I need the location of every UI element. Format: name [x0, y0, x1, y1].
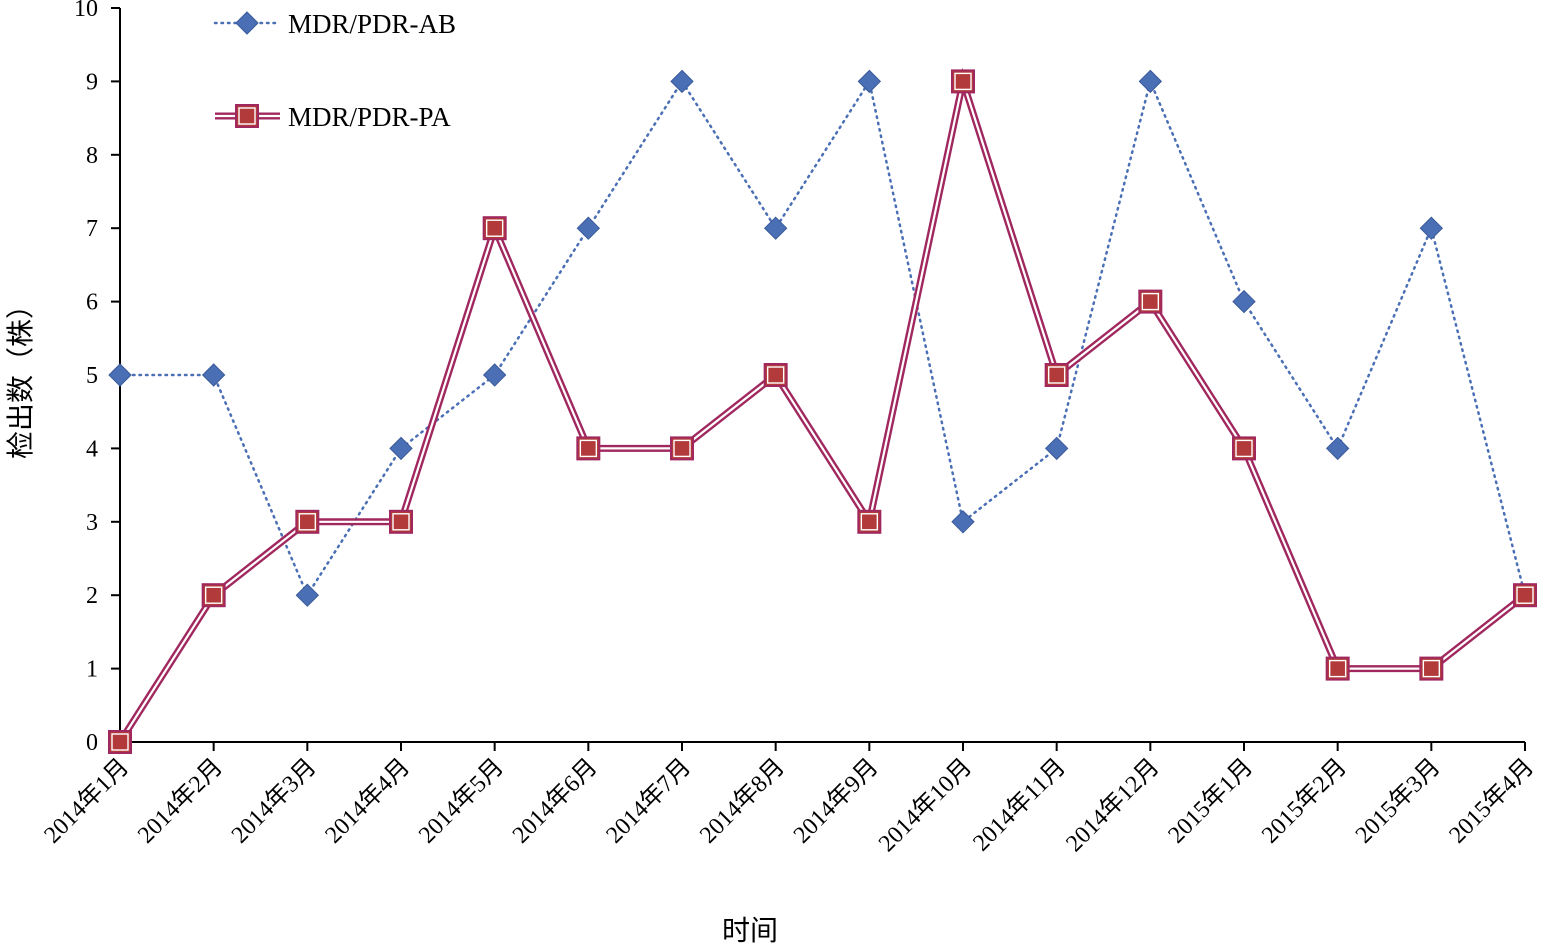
y-tick-label: 2 [86, 583, 98, 609]
data-point-square [1232, 436, 1256, 461]
data-point-square [576, 436, 601, 461]
y-axis-title: 检出数（株） [5, 291, 37, 459]
data-point-square-inner [954, 72, 972, 91]
x-tick-label: 2015年2月 [1256, 753, 1351, 848]
data-point-diamond [1419, 216, 1444, 240]
x-tick-label: 2014年3月 [226, 753, 321, 848]
x-tick-label: 2014年12月 [1061, 753, 1165, 857]
data-point-square-inner [766, 366, 785, 384]
x-tick-label: 2015年3月 [1350, 753, 1445, 848]
legend-label: MDR/PDR-PA [288, 102, 451, 132]
data-point-square-inner [111, 733, 129, 751]
x-tick-label: 2014年4月 [320, 753, 415, 848]
data-point-diamond [576, 216, 601, 240]
data-point-square-inner [298, 513, 317, 531]
x-tick-label: 2014年10月 [873, 753, 977, 857]
data-point-diamond [763, 216, 788, 240]
data-point-square [951, 69, 975, 94]
x-tick-label: 2015年1月 [1163, 753, 1258, 848]
data-point-square-inner [485, 219, 504, 237]
data-point-square [235, 104, 259, 128]
data-point-diamond [482, 363, 507, 387]
data-point-diamond [1138, 69, 1163, 94]
data-point-diamond [108, 363, 132, 387]
legend-item: MDR/PDR-AB [213, 9, 456, 39]
x-tick-label: 2014年7月 [601, 753, 696, 848]
data-point-square-inner [1047, 366, 1066, 384]
x-tick-label: 2015年4月 [1444, 753, 1539, 848]
data-point-square-inner [673, 439, 691, 458]
data-point-diamond [1325, 436, 1350, 461]
data-point-square [201, 583, 226, 608]
series-line-inner [119, 77, 1526, 743]
y-tick-label: 9 [86, 69, 98, 95]
legend-item: MDR/PDR-PA [215, 102, 451, 132]
legend-label: MDR/PDR-AB [288, 9, 456, 39]
data-point-square [857, 509, 882, 534]
y-tick-label: 7 [86, 216, 98, 242]
data-point-square-inner [1141, 292, 1160, 311]
data-point-square [1138, 289, 1163, 314]
data-point-square-inner [204, 586, 223, 604]
legend: MDR/PDR-AB MDR/PDR-PA [213, 9, 456, 132]
data-point-square [763, 363, 788, 387]
data-point-diamond [670, 69, 694, 94]
axes: 0 1 2 3 4 5 6 7 8 9 10 2014年1月2014年2月2014年3月2014年4月… [39, 0, 1539, 857]
data-point-square [295, 509, 320, 534]
x-tick-label: 2014年9月 [788, 753, 883, 848]
data-point-diamond [295, 583, 320, 607]
data-point-square-inner [579, 439, 598, 458]
x-tick-label: 2014年1月 [39, 753, 134, 848]
data-point-diamond [1232, 289, 1256, 314]
data-point-square-inner [238, 107, 256, 125]
data-point-diamond [857, 69, 882, 94]
x-tick-label: 2014年11月 [968, 753, 1071, 856]
x-axis-title: 时间 [722, 915, 778, 945]
series-layer [108, 67, 1537, 754]
data-point-square [1325, 656, 1350, 681]
x-tick-label: 2014年2月 [132, 753, 227, 848]
data-point-diamond [951, 510, 975, 534]
data-point-square [108, 730, 132, 754]
data-point-square [670, 436, 694, 461]
data-point-square-inner [392, 513, 410, 531]
y-tick-label: 10 [74, 0, 98, 22]
y-tick-label: 1 [86, 657, 98, 683]
data-point-square-inner [860, 513, 879, 531]
y-tick-label: 4 [86, 436, 98, 462]
series-mdr-pdr-pa [108, 67, 1537, 754]
data-point-diamond [1044, 436, 1069, 461]
data-point-square-inner [1235, 439, 1253, 458]
y-tick-label: 5 [86, 363, 98, 389]
data-point-square [389, 509, 413, 534]
data-point-square [1513, 583, 1537, 608]
data-point-diamond [235, 11, 259, 35]
x-tick-label: 2014年5月 [413, 753, 508, 848]
data-point-square [1419, 656, 1444, 681]
data-point-square-inner [1328, 659, 1347, 678]
y-tick-label: 0 [86, 730, 98, 756]
y-tick-label: 8 [86, 143, 98, 169]
y-tick-label: 6 [86, 290, 98, 316]
series-line [118, 77, 1527, 598]
data-point-square-inner [1516, 586, 1534, 604]
x-tick-label: 2014年6月 [507, 753, 602, 848]
series-mdr-pdr-ab [108, 69, 1537, 607]
data-point-square [482, 216, 507, 241]
y-tick-label: 3 [86, 510, 98, 536]
x-tick-label: 2014年8月 [694, 753, 789, 848]
data-point-diamond [201, 363, 226, 387]
data-point-square [1044, 363, 1069, 387]
data-point-square-inner [1422, 659, 1441, 678]
data-point-diamond [389, 436, 413, 461]
